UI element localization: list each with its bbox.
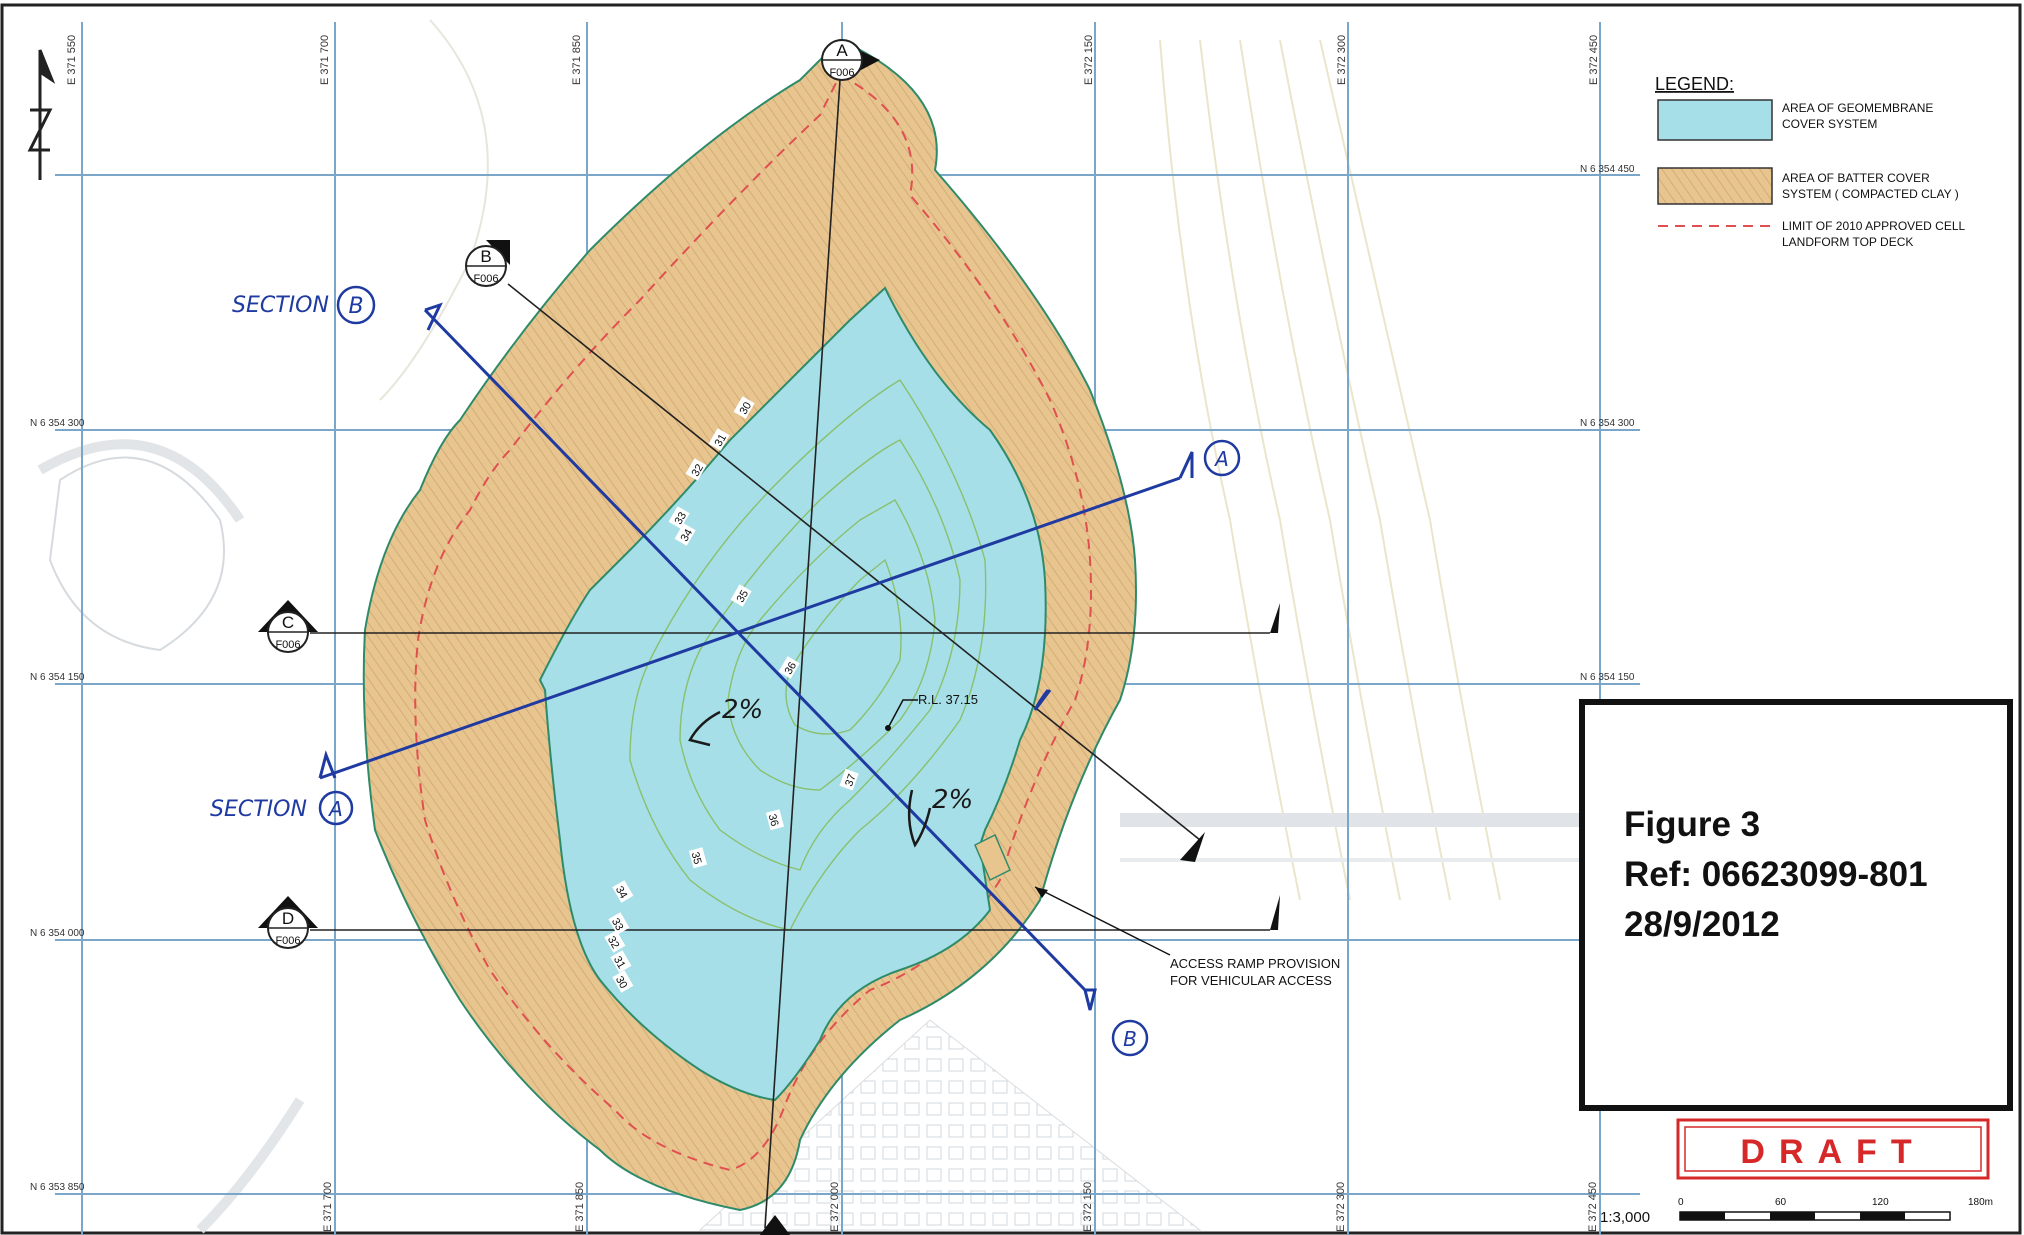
contour-label: 32 — [605, 934, 622, 951]
contour-label: 30 — [613, 974, 630, 991]
easting-label: E 371 550 — [66, 35, 78, 85]
geomembrane-contours — [629, 379, 987, 931]
easting-label: E 372 150 — [1082, 1182, 1094, 1232]
easting-label: E 372 450 — [1588, 35, 1600, 85]
contour-label: 30 — [738, 400, 755, 417]
contour-labels: 30 31 32 33 34 35 36 37 36 35 34 33 32 3… — [604, 396, 859, 993]
legend-swatch-batter — [1657, 167, 1773, 205]
section-end-flags — [760, 603, 1280, 1235]
scale-bar: 1:3,000 0 60 120 180m — [1600, 1197, 1993, 1226]
easting-label: E 372 000 — [829, 1182, 841, 1232]
figure-reference: Ref: 06623099-801 — [1624, 855, 1928, 894]
northing-labels: N 6 354 300 N 6 354 150 N 6 354 000 N 6 … — [30, 164, 1635, 1193]
contour-label: 33 — [673, 510, 690, 527]
section-marker-b: B F006 — [465, 240, 510, 287]
easting-label: E 371 700 — [319, 35, 331, 85]
section-marker-letter: C — [282, 613, 294, 632]
easting-labels-top: E 371 550 E 371 700 E 371 850 E 372 150 … — [66, 35, 1600, 85]
scale-ratio: 1:3,000 — [1600, 1209, 1650, 1226]
easting-label: E 371 700 — [322, 1182, 334, 1232]
handwritten-labels: SECTION B SECTION A A B — [210, 285, 1241, 1057]
legend-title: LEGEND: — [1655, 74, 1734, 94]
contour-label: 36 — [766, 813, 781, 828]
easting-label: E 372 300 — [1335, 1182, 1347, 1232]
figure-number: Figure 3 — [1624, 805, 1760, 844]
easting-label: E 372 150 — [1083, 35, 1095, 85]
section-b-prime-label: B — [1123, 1027, 1137, 1051]
legend-label: AREA OF BATTER COVER — [1782, 171, 1930, 185]
north-arrow-icon — [27, 49, 56, 180]
figure-date: 28/9/2012 — [1624, 905, 1780, 944]
section-a-prime-label: A — [1213, 447, 1229, 471]
handwritten-section-lines — [318, 302, 1194, 1011]
northing-label: N 6 354 300 — [30, 418, 85, 429]
easting-label: E 372 300 — [1336, 35, 1348, 85]
scale-tick: 120 — [1872, 1197, 1889, 1208]
section-marker-sheet: F006 — [275, 935, 300, 947]
northing-label: N 6 353 850 — [30, 1182, 85, 1193]
legend: LEGEND: AREA OF GEOMEMBRANE COVER SYSTEM… — [1655, 74, 1966, 249]
section-marker-sheet: F006 — [473, 273, 498, 285]
map-frame — [0, 3, 2022, 1235]
section-marker-letter: B — [480, 247, 491, 266]
background-features — [37, 19, 1590, 1234]
rl-label: R.L. 37.15 — [918, 692, 978, 707]
contour-label: 33 — [609, 916, 626, 933]
access-ramp-label-2: FOR VEHICULAR ACCESS — [1170, 973, 1332, 988]
easting-label: E 372 450 — [1587, 1182, 1599, 1232]
section-marker-c: C F006 — [258, 600, 318, 653]
slope-label: 2% — [932, 785, 973, 815]
contour-label: 35 — [735, 588, 752, 605]
section-marker-letter: D — [282, 909, 294, 928]
northing-label: N 6 354 150 — [30, 672, 85, 683]
easting-label: E 371 850 — [574, 1182, 586, 1232]
contour-label: 34 — [613, 884, 630, 901]
section-marker-sheet: F006 — [275, 639, 300, 651]
legend-label: AREA OF GEOMEMBRANE — [1782, 101, 1933, 115]
section-b-label: SECTION — [232, 293, 329, 318]
legend-label: LIMIT OF 2010 APPROVED CELL — [1782, 219, 1966, 233]
limit-2010-top-deck-line — [414, 73, 1092, 1172]
draft-label: DRAFT — [1740, 1133, 1925, 1171]
access-ramp-label-1: ACCESS RAMP PROVISION — [1170, 956, 1340, 971]
section-lines — [310, 79, 1270, 1229]
slope-annotations: 2% 2% — [688, 695, 973, 848]
figure-reference-box: Figure 3 Ref: 06623099-801 28/9/2012 — [1579, 699, 2013, 1111]
contour-label: 37 — [843, 773, 858, 789]
draft-stamp: DRAFT — [1676, 1118, 1990, 1180]
section-marker-letter: A — [836, 41, 848, 60]
contour-label: 34 — [679, 527, 696, 544]
contour-label: 32 — [690, 462, 707, 479]
legend-label: COVER SYSTEM — [1782, 117, 1877, 131]
scale-tick: 0 — [1678, 1197, 1684, 1208]
section-a-label: SECTION — [210, 797, 307, 822]
access-ramp-annotation: ACCESS RAMP PROVISION FOR VEHICULAR ACCE… — [974, 833, 1340, 988]
easting-labels-bottom: E 371 700 E 371 850 E 372 000 E 372 150 … — [322, 1182, 1599, 1232]
scale-tick: 60 — [1775, 1197, 1787, 1208]
northing-label: N 6 354 450 — [1580, 164, 1635, 175]
section-marker-d: D F006 — [258, 896, 318, 949]
contour-label: 35 — [689, 851, 704, 866]
easting-label: E 371 850 — [571, 35, 583, 85]
legend-label: LANDFORM TOP DECK — [1782, 235, 1913, 249]
contour-label: 31 — [611, 954, 628, 971]
scale-tick: 180m — [1968, 1197, 1993, 1208]
section-marker-a: A F006 — [821, 39, 880, 81]
contour-label: 36 — [783, 660, 800, 677]
geomembrane-cover-area — [538, 286, 1047, 1102]
section-marker-sheet: F006 — [829, 67, 854, 79]
northing-label: N 6 354 150 — [1580, 672, 1635, 683]
section-b-letter: B — [348, 294, 363, 319]
northing-label: N 6 354 000 — [30, 928, 85, 939]
rl-annotation: R.L. 37.15 — [885, 692, 978, 731]
legend-label: SYSTEM ( COMPACTED CLAY ) — [1782, 187, 1959, 201]
legend-swatch-geomembrane — [1657, 99, 1773, 141]
northing-label: N 6 354 300 — [1580, 418, 1635, 429]
slope-label: 2% — [722, 695, 763, 725]
contour-label: 31 — [713, 432, 730, 449]
section-a-letter: A — [327, 797, 343, 821]
